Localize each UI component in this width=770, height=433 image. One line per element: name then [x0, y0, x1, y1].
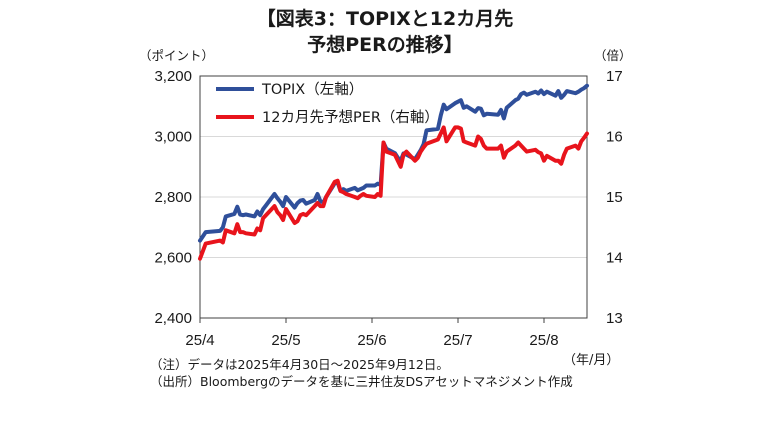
left-y-axis: 2,400 2,600 2,800 3,000 3,200	[154, 68, 192, 327]
plot-area	[199, 75, 588, 319]
topix-line	[198, 83, 589, 243]
x-axis-unit: （年/月）	[563, 353, 620, 368]
legend-label-topix: TOPIX（左軸）	[261, 81, 363, 98]
x-tick-label: 25/7	[443, 332, 472, 349]
chart-title-line2: 予想PERの推移】	[307, 34, 463, 56]
left-axis-unit: （ポイント）	[139, 48, 215, 63]
right-y-axis: 13 14 15 16 17	[606, 68, 623, 327]
x-tick-label: 25/4	[185, 332, 214, 349]
footnote-note: （注）データは2025年4月30日～2025年9月12日。	[150, 357, 449, 372]
per-line	[198, 125, 589, 261]
chart-title: 【図表3：TOPIXと12カ月先 予想PERの推移】	[0, 6, 770, 58]
footnote-source: （出所）Bloombergのデータを基に三井住友DSアセットマネジメント作成	[150, 374, 573, 389]
x-axis: 25/4 25/5 25/6 25/7 25/8	[185, 318, 559, 349]
right-y-tick-label: 14	[606, 250, 623, 267]
left-y-tick-label: 2,800	[154, 189, 192, 206]
left-y-tick-label: 2,600	[154, 250, 192, 267]
gridlines	[200, 136, 587, 258]
right-y-tick-label: 17	[606, 68, 623, 85]
right-y-tick-label: 15	[606, 189, 623, 206]
chart-title-line1: 【図表3：TOPIXと12カ月先	[256, 8, 514, 30]
x-tick-label: 25/5	[271, 332, 300, 349]
right-axis-unit: （倍）	[594, 48, 632, 63]
x-tick-label: 25/8	[529, 332, 558, 349]
left-y-tick-label: 2,400	[154, 310, 192, 327]
left-y-tick-label: 3,000	[154, 129, 192, 146]
series-lines	[198, 83, 589, 261]
legend: TOPIX（左軸） 12カ月先予想PER（右軸）	[216, 81, 439, 126]
x-tick-label: 25/6	[357, 332, 386, 349]
right-y-tick-label: 13	[606, 310, 623, 327]
right-y-tick-label: 16	[606, 129, 623, 146]
legend-label-per: 12カ月先予想PER（右軸）	[262, 109, 439, 126]
footnotes: （注）データは2025年4月30日～2025年9月12日。 （出所）Bloomb…	[150, 356, 573, 390]
left-y-tick-label: 3,200	[154, 68, 192, 85]
